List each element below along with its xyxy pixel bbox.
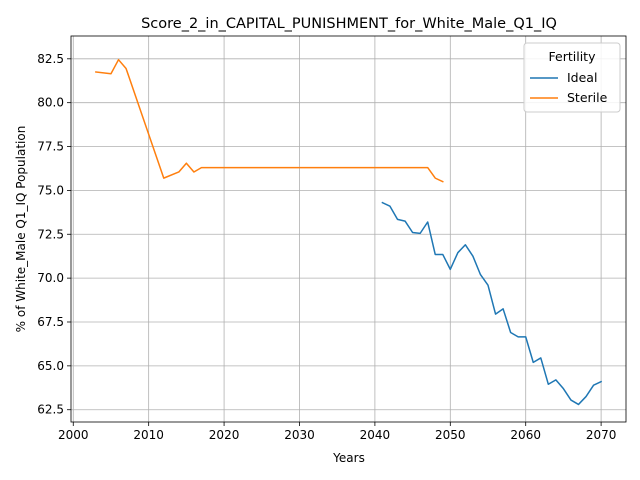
series-line-ideal: [381, 201, 603, 406]
series-layer: [95, 58, 603, 406]
y-tick-label: 67.5: [37, 315, 64, 329]
legend-title: Fertility: [549, 49, 597, 64]
x-axis-label: Years: [332, 451, 365, 465]
y-tick-label: 62.5: [37, 403, 64, 417]
plot-frame: [70, 35, 627, 423]
x-tick-label: 2030: [284, 428, 315, 442]
legend-label-ideal: Ideal: [567, 70, 597, 85]
y-axis-label: % of White_Male Q1_IQ Population: [14, 126, 28, 333]
x-tick-label: 2040: [360, 428, 391, 442]
y-tick-label: 72.5: [37, 227, 64, 241]
x-tick-label: 2050: [435, 428, 466, 442]
x-tick-label: 2000: [58, 428, 89, 442]
y-tick-label: 70.0: [37, 271, 64, 285]
x-axis: 2000 2010 2020 2030 2040 2050 2060 2070: [58, 422, 616, 442]
series-line-sterile: [95, 58, 444, 183]
x-tick-label: 2070: [586, 428, 617, 442]
legend: Fertility Ideal Sterile: [523, 42, 621, 113]
legend-box: [523, 42, 621, 113]
y-tick-label: 75.0: [37, 183, 64, 197]
x-tick-label: 2010: [133, 428, 164, 442]
y-tick-label: 80.0: [37, 96, 64, 110]
legend-label-sterile: Sterile: [567, 90, 608, 105]
x-tick-label: 2060: [510, 428, 541, 442]
y-tick-label: 77.5: [37, 140, 64, 154]
y-axis: 62.5 65.0 67.5 70.0 72.5 75.0 77.5 80.0 82.5: [37, 52, 71, 417]
y-tick-label: 65.0: [37, 359, 64, 373]
x-tick-label: 2020: [209, 428, 240, 442]
y-tick-label: 82.5: [37, 52, 64, 66]
chart-title: Score_2_in_CAPITAL_PUNISHMENT_for_White_…: [141, 16, 557, 32]
